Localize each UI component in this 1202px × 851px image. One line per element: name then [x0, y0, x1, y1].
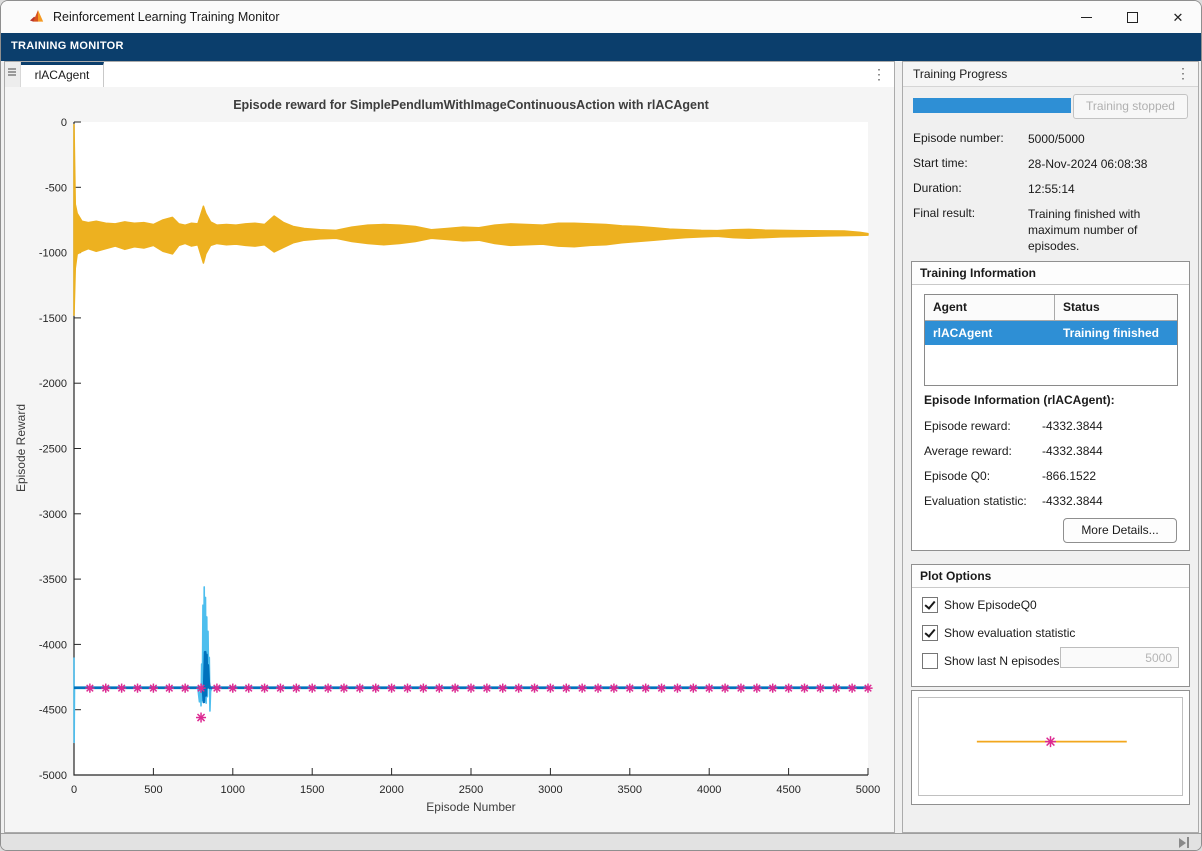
tab-list-icon	[8, 68, 16, 77]
svg-text:3500: 3500	[618, 784, 642, 796]
figure-pane: rlACAgent ⋮ 0 500 1000 1500 2000 2500 3000 3500…	[4, 61, 895, 833]
svg-text:-500: -500	[45, 182, 67, 194]
svg-text:-3000: -3000	[39, 509, 67, 521]
training-information-box: Training Information Agent Status rlACAg…	[911, 261, 1190, 551]
episode-q0-value: -866.1522	[1042, 469, 1096, 483]
episode-number-label: Episode number:	[913, 131, 1004, 145]
average-reward-value: -4332.3844	[1042, 444, 1103, 458]
svg-text:-5000: -5000	[39, 770, 67, 782]
column-header-status[interactable]: Status	[1055, 295, 1177, 320]
show-evaluation-statistic-label: Show evaluation statistic	[944, 626, 1075, 640]
chart-title: Episode reward for SimplePendlumWithImag…	[233, 98, 709, 112]
toolstrip-tab-training-monitor[interactable]: TRAINING MONITOR	[11, 40, 124, 52]
svg-text:5000: 5000	[856, 784, 880, 796]
svg-text:2000: 2000	[379, 784, 403, 796]
pane-header: Training Progress ⋮	[903, 62, 1198, 87]
close-button[interactable]: ✕	[1155, 1, 1201, 33]
svg-text:-2000: -2000	[39, 378, 67, 390]
svg-text:-1000: -1000	[39, 248, 67, 260]
toolstrip: TRAINING MONITOR	[1, 33, 1201, 61]
final-result-value: Training finished with maximum number of…	[1028, 206, 1184, 255]
show-episodeq0-label: Show EpisodeQ0	[944, 598, 1037, 612]
pane-overflow-menu-icon[interactable]: ⋮	[1176, 66, 1190, 80]
training-progress-pane: Training Progress ⋮ Training stopped Epi…	[902, 61, 1199, 833]
plot-options-box: Plot Options Show EpisodeQ0 Show evaluat…	[911, 564, 1190, 687]
svg-text:500: 500	[144, 784, 162, 796]
maximize-icon	[1127, 12, 1138, 23]
agent-cell: rlACAgent	[925, 321, 1055, 345]
status-bar	[1, 833, 1201, 851]
svg-text:3000: 3000	[538, 784, 562, 796]
title-bar: Reinforcement Learning Training Monitor …	[1, 1, 1201, 33]
column-header-agent[interactable]: Agent	[925, 295, 1055, 320]
table-header-row: Agent Status	[925, 295, 1177, 321]
svg-text:-1500: -1500	[39, 313, 67, 325]
start-time-value: 28-Nov-2024 06:08:38	[1028, 156, 1184, 172]
duration-label: Duration:	[913, 181, 962, 195]
collapse-panel-button[interactable]	[1179, 837, 1189, 848]
pane-title: Training Progress	[913, 67, 1007, 81]
more-details-button[interactable]: More Details...	[1063, 518, 1177, 543]
svg-text:-4000: -4000	[39, 639, 67, 651]
svg-text:2500: 2500	[459, 784, 483, 796]
svg-text:1500: 1500	[300, 784, 324, 796]
svg-text:4500: 4500	[776, 784, 800, 796]
training-information-title: Training Information	[912, 262, 1189, 285]
figure-area: 0 500 1000 1500 2000 2500 3000 3500 4000 4500 5000…	[5, 87, 894, 832]
episode-reward-label: Episode reward:	[924, 419, 1011, 433]
agent-status-table: Agent Status rlACAgent Training finished	[924, 294, 1178, 386]
n-episodes-input[interactable]	[1060, 647, 1179, 668]
evaluation-statistic-label: Evaluation statistic:	[924, 494, 1027, 508]
preview-plot	[918, 697, 1183, 796]
svg-text:-3500: -3500	[39, 574, 67, 586]
table-row-rlacagent[interactable]: rlACAgent Training finished	[925, 321, 1177, 345]
episode-q0-label: Episode Q0:	[924, 469, 990, 483]
document-tab-bar: rlACAgent ⋮	[5, 62, 894, 88]
preview-chart	[919, 698, 1182, 795]
close-icon: ✕	[1173, 11, 1184, 24]
svg-text:-4500: -4500	[39, 705, 67, 717]
svg-text:4000: 4000	[697, 784, 721, 796]
episode-reward-value: -4332.3844	[1042, 419, 1103, 433]
window-title: Reinforcement Learning Training Monitor	[53, 10, 280, 24]
episode-reward-chart: 0 500 1000 1500 2000 2500 3000 3500 4000 4500 5000…	[5, 87, 894, 832]
show-evaluation-statistic-checkbox[interactable]	[922, 625, 938, 641]
matlab-logo-icon	[29, 9, 47, 25]
progress-fill	[913, 98, 1071, 113]
start-time-label: Start time:	[913, 156, 968, 170]
show-last-n-episodes-checkbox[interactable]	[922, 653, 938, 669]
episode-number-value: 5000/5000	[1028, 131, 1184, 147]
maximize-button[interactable]	[1109, 1, 1155, 33]
x-axis-label: Episode Number	[426, 800, 515, 814]
skip-to-end-icon	[1179, 838, 1186, 848]
tab-gutter[interactable]	[5, 62, 21, 87]
show-last-n-episodes-label: Show last N episodes	[944, 654, 1059, 668]
status-cell: Training finished	[1055, 321, 1177, 345]
minimize-button[interactable]	[1063, 1, 1109, 33]
minimize-icon	[1081, 17, 1092, 18]
show-episodeq0-checkbox[interactable]	[922, 597, 938, 613]
plot-options-title: Plot Options	[912, 565, 1189, 588]
y-axis-label: Episode Reward	[14, 404, 28, 492]
svg-text:-2500: -2500	[39, 444, 67, 456]
preview-plot-box	[911, 690, 1190, 805]
duration-value: 12:55:14	[1028, 181, 1184, 197]
training-progress-bar	[913, 98, 1071, 113]
app-window: Reinforcement Learning Training Monitor …	[0, 0, 1202, 851]
svg-text:0: 0	[71, 784, 77, 796]
final-result-label: Final result:	[913, 206, 975, 220]
training-stopped-button[interactable]: Training stopped	[1073, 94, 1188, 119]
tab-overflow-menu-icon[interactable]: ⋮	[872, 67, 886, 81]
tab-rlacagent[interactable]: rlACAgent	[21, 62, 104, 87]
svg-text:1000: 1000	[221, 784, 245, 796]
svg-text:0: 0	[61, 117, 67, 129]
evaluation-statistic-value: -4332.3844	[1042, 494, 1103, 508]
average-reward-label: Average reward:	[924, 444, 1012, 458]
episode-information-title: Episode Information (rlACAgent):	[924, 393, 1115, 407]
